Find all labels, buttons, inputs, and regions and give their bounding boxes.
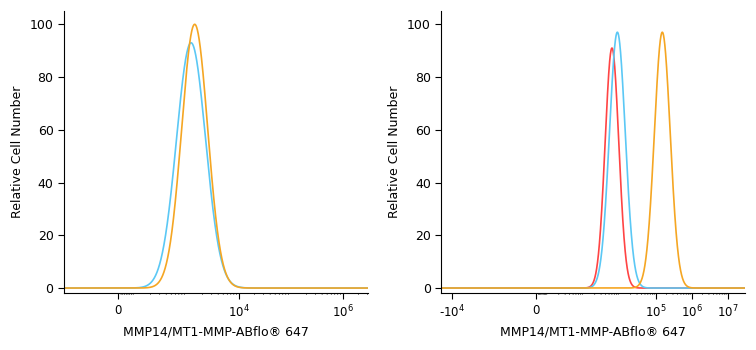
X-axis label: MMP14/MT1-MMP-ABflo® 647: MMP14/MT1-MMP-ABflo® 647 [122,326,308,339]
Y-axis label: Relative Cell Number: Relative Cell Number [389,86,401,218]
X-axis label: MMP14/MT1-MMP-ABflo® 647: MMP14/MT1-MMP-ABflo® 647 [500,326,686,339]
Y-axis label: Relative Cell Number: Relative Cell Number [11,86,24,218]
